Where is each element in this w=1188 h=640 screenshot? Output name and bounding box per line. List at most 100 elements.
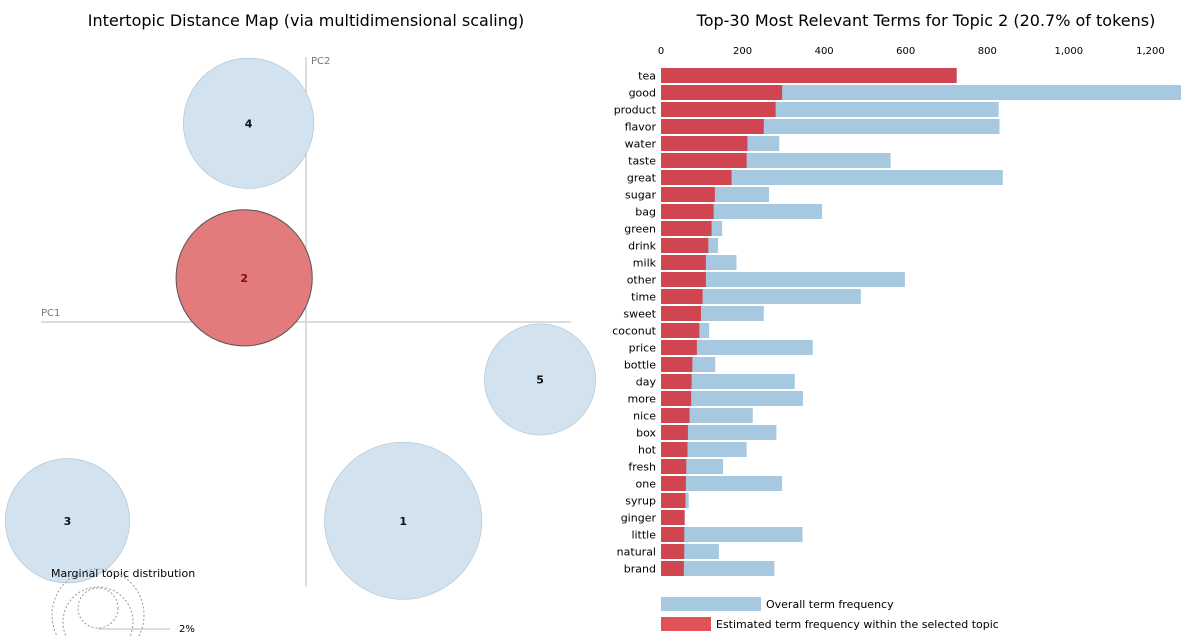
term-row-tea[interactable]: tea [638, 68, 957, 83]
term-row-sugar[interactable]: sugar [625, 187, 770, 202]
bar-title: Top-30 Most Relevant Terms for Topic 2 (… [696, 11, 1156, 30]
term-row-one[interactable]: one [636, 476, 783, 491]
term-row-day[interactable]: day [636, 374, 795, 389]
topic-frequency-bar [661, 561, 684, 576]
term-row-brand[interactable]: brand [624, 561, 775, 576]
overall-frequency-bar [661, 391, 803, 406]
term-row-good[interactable]: good [629, 85, 1181, 100]
term-row-other[interactable]: other [627, 272, 905, 287]
term-label[interactable]: hot [638, 444, 657, 457]
x-tick-label: 400 [815, 46, 834, 57]
term-label[interactable]: water [625, 138, 657, 151]
topic-circle-2[interactable]: 2 [175, 209, 313, 347]
topic-circle-1[interactable]: 1 [324, 441, 483, 600]
term-label[interactable]: syrup [625, 495, 656, 508]
term-label[interactable]: drink [628, 240, 657, 253]
term-row-hot[interactable]: hot [638, 442, 747, 457]
topic-circle-5[interactable]: 5 [484, 323, 596, 436]
term-label[interactable]: sugar [625, 189, 656, 202]
term-label[interactable]: tea [638, 70, 656, 83]
term-row-milk[interactable]: milk [633, 255, 737, 270]
term-row-fresh[interactable]: fresh [628, 459, 723, 474]
term-label[interactable]: other [627, 274, 657, 287]
term-row-coconut[interactable]: coconut [612, 323, 710, 338]
term-row-ginger[interactable]: ginger [621, 510, 685, 525]
term-row-bottle[interactable]: bottle [624, 357, 716, 372]
topic-frequency-bar [661, 238, 709, 253]
term-label[interactable]: bottle [624, 359, 656, 372]
legend-swatch-2 [661, 617, 711, 631]
topic-frequency-bar [661, 289, 703, 304]
topic-frequency-bar [661, 476, 686, 491]
term-label[interactable]: nice [633, 410, 656, 423]
term-row-product[interactable]: product [614, 102, 999, 117]
x-tick-label: 1,000 [1055, 46, 1084, 57]
term-label[interactable]: milk [633, 257, 657, 270]
topic-circle-shape[interactable] [183, 57, 315, 189]
overall-frequency-bar [661, 527, 803, 542]
term-row-syrup[interactable]: syrup [625, 493, 689, 508]
term-label[interactable]: coconut [612, 325, 656, 338]
topic-circle-3[interactable]: 3 [5, 458, 130, 584]
marginal-label-2pct: 2% [179, 624, 195, 635]
term-row-price[interactable]: price [629, 340, 813, 355]
topic-frequency-bar [661, 391, 692, 406]
topic-frequency-bar [661, 221, 712, 236]
topic-circle-shape[interactable] [175, 209, 313, 347]
term-label[interactable]: product [614, 104, 657, 117]
term-row-flavor[interactable]: flavor [625, 119, 1000, 134]
topic-frequency-bar [661, 272, 706, 287]
topic-frequency-bar [661, 68, 957, 83]
overall-frequency-bar [661, 340, 813, 355]
term-row-sweet[interactable]: sweet [623, 306, 764, 321]
term-row-box[interactable]: box [636, 425, 777, 440]
term-label[interactable]: day [636, 376, 657, 389]
term-label[interactable]: one [636, 478, 657, 491]
term-label[interactable]: more [628, 393, 657, 406]
term-label[interactable]: flavor [625, 121, 657, 134]
term-label[interactable]: great [627, 172, 657, 185]
term-label[interactable]: natural [617, 546, 656, 559]
topic-frequency-bar [661, 255, 706, 270]
topic-frequency-bar [661, 544, 685, 559]
term-label[interactable]: good [629, 87, 656, 100]
term-label[interactable]: sweet [623, 308, 656, 321]
term-label[interactable]: price [629, 342, 657, 355]
legend-label-1: Overall term frequency [766, 598, 894, 611]
term-row-more[interactable]: more [628, 391, 803, 406]
topic-label-4: 4 [245, 117, 253, 130]
topic-circle-shape[interactable] [5, 458, 130, 584]
pc1-axis-label: PC1 [41, 308, 60, 319]
term-row-bag[interactable]: bag [635, 204, 823, 219]
topic-frequency-bar [661, 136, 748, 151]
term-row-little[interactable]: little [631, 527, 803, 542]
marginal-topic-distribution: Marginal topic distribution 2% [51, 567, 195, 640]
term-row-taste[interactable]: taste [628, 153, 891, 168]
term-row-natural[interactable]: natural [617, 544, 719, 559]
term-label[interactable]: fresh [628, 461, 656, 474]
topic-circle-4[interactable]: 4 [183, 57, 315, 189]
term-row-water[interactable]: water [625, 136, 780, 151]
term-row-green[interactable]: green [624, 221, 723, 236]
term-label[interactable]: taste [628, 155, 656, 168]
term-label[interactable]: ginger [621, 512, 657, 525]
topic-circle-shape[interactable] [324, 441, 483, 600]
term-label[interactable]: green [624, 223, 656, 236]
map-title: Intertopic Distance Map (via multidimens… [88, 11, 525, 30]
term-label[interactable]: time [631, 291, 656, 304]
overall-frequency-bar [661, 272, 905, 287]
topic-circle-shape[interactable] [484, 323, 596, 436]
topic-label-2: 2 [240, 272, 248, 285]
term-row-time[interactable]: time [631, 289, 861, 304]
term-label[interactable]: box [636, 427, 656, 440]
term-label[interactable]: brand [624, 563, 656, 576]
term-row-great[interactable]: great [627, 170, 1003, 185]
term-row-nice[interactable]: nice [633, 408, 753, 423]
overall-frequency-bar [661, 289, 861, 304]
topic-label-5: 5 [536, 373, 544, 386]
term-label[interactable]: bag [635, 206, 656, 219]
term-label[interactable]: little [631, 529, 656, 542]
term-row-drink[interactable]: drink [628, 238, 719, 253]
topic-frequency-bar [661, 102, 776, 117]
